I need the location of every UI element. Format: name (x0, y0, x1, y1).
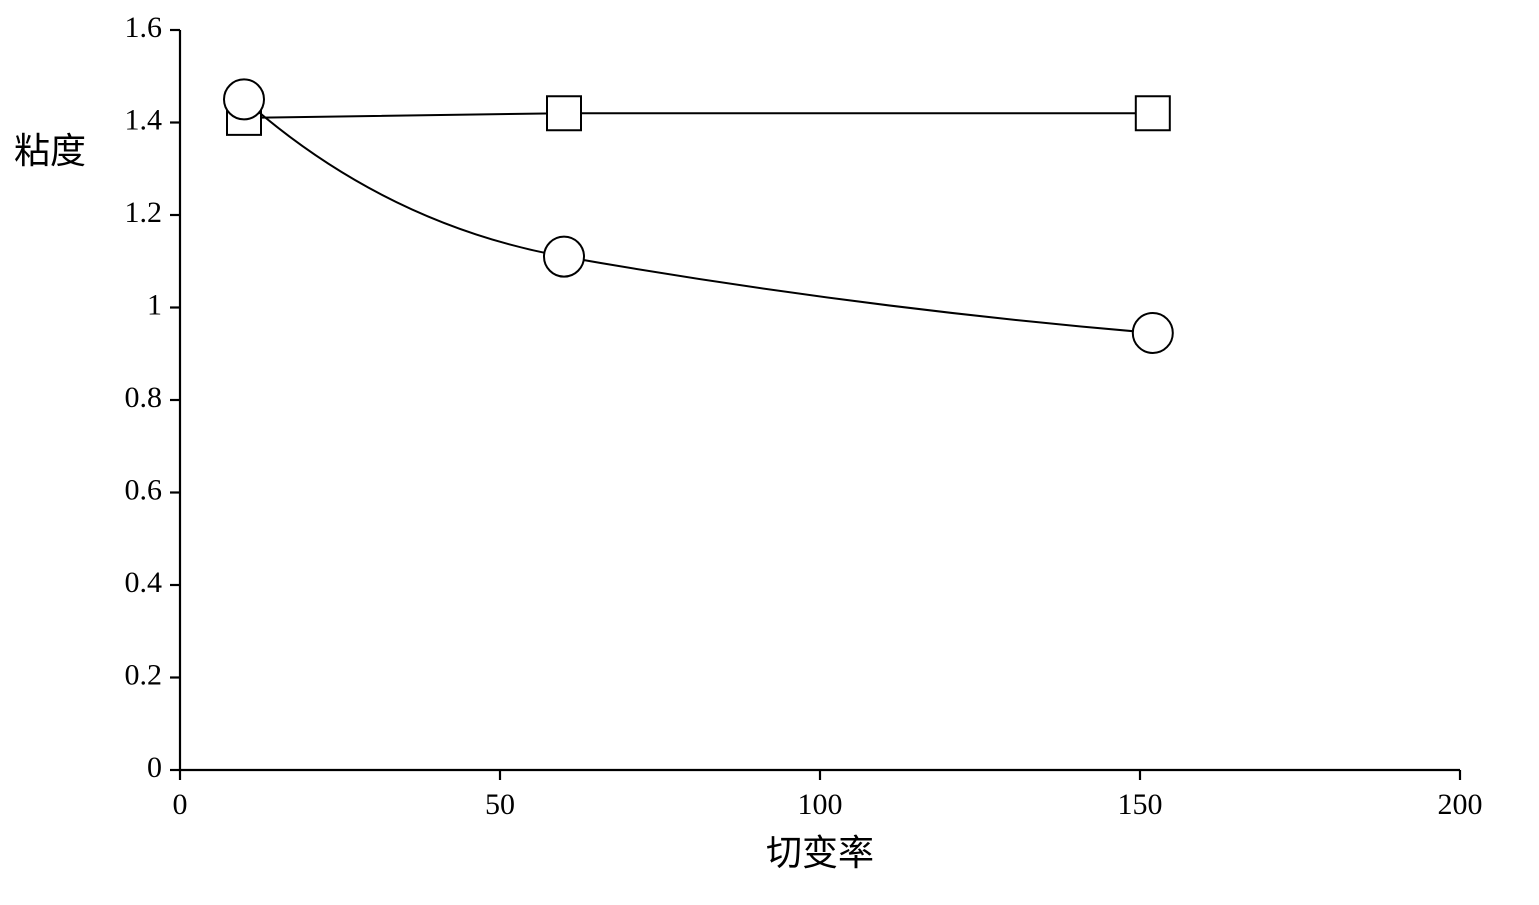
marker-square (547, 96, 581, 130)
y-tick-label: 1.6 (125, 11, 163, 44)
marker-square (1136, 96, 1170, 130)
y-axis-label: 粘度 (14, 131, 86, 171)
marker-circle (1133, 313, 1173, 353)
x-tick-label: 100 (798, 788, 843, 821)
marker-circle (544, 237, 584, 277)
y-tick-label: 0.4 (125, 566, 163, 599)
line-chart: 0 0.2 0.4 0.6 0.8 1 1.2 1.4 1.6 0 50 100 150 200 切变率 粘度 (0, 0, 1539, 905)
y-tick-label: 1.2 (125, 196, 163, 229)
chart-container: 0 0.2 0.4 0.6 0.8 1 1.2 1.4 1.6 0 50 100 150 200 切变率 粘度 (0, 0, 1539, 905)
y-tick-label: 1.4 (125, 103, 163, 136)
y-tick-label: 0.2 (125, 658, 163, 691)
x-axis-label: 切变率 (766, 833, 874, 873)
marker-circle (224, 79, 264, 119)
y-tick-label: 0 (147, 751, 162, 784)
y-tick-label: 0.6 (125, 473, 163, 506)
y-tick-label: 0.8 (125, 381, 163, 414)
x-tick-label: 150 (1118, 788, 1163, 821)
x-tick-label: 0 (173, 788, 188, 821)
x-tick-label: 200 (1438, 788, 1483, 821)
y-tick-label: 1 (147, 288, 162, 321)
x-tick-label: 50 (485, 788, 515, 821)
